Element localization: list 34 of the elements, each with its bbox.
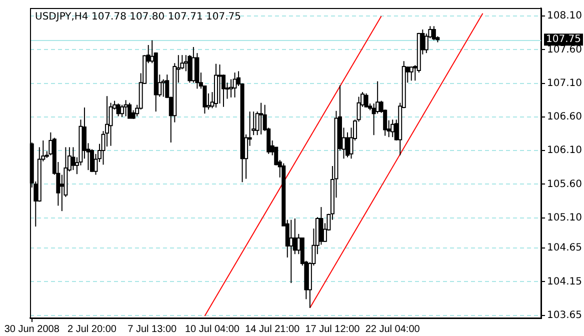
candlestick [116, 102, 120, 117]
candlestick [390, 119, 395, 138]
x-tick-label: 10 Jul 04:00 [184, 324, 240, 335]
candlestick [120, 104, 124, 118]
y-tick-label: 104.15 [547, 276, 582, 288]
y-tick-label: 105.60 [547, 178, 582, 190]
ref-line-label: 107.75 [546, 34, 582, 46]
y-tick-label: 108.10 [547, 10, 582, 22]
candlestick [409, 66, 414, 82]
candlestick [124, 100, 128, 117]
x-tick-label: 30 Jun 2008 [4, 324, 60, 335]
y-tick-label: 103.65 [547, 310, 582, 321]
candlestick [128, 102, 132, 119]
x-tick-label: 14 Jul 21:00 [245, 324, 300, 335]
chart-title: USDJPY,H4 107.78 107.80 107.71 107.75 [35, 12, 241, 23]
x-tick-label: 7 Jul 13:00 [128, 324, 178, 335]
y-tick-label: 104.65 [547, 242, 582, 254]
candlestick [364, 92, 368, 108]
x-tick-label: 2 Jul 20:00 [68, 324, 117, 335]
y-tick-label: 107.60 [547, 44, 582, 56]
candlestick [346, 132, 350, 158]
candlestick [71, 146, 76, 171]
y-tick-label: 107.10 [547, 78, 582, 89]
candlestick [259, 102, 264, 135]
candlestick [218, 64, 222, 104]
x-tick-label: 22 Jul 04:00 [365, 324, 420, 335]
y-tick-label: 106.10 [547, 145, 582, 156]
y-tick-label: 106.60 [547, 112, 582, 123]
candlestick [432, 26, 436, 41]
y-tick-label: 105.10 [547, 212, 582, 224]
candlestick [289, 219, 294, 284]
candlestick [232, 72, 237, 98]
x-tick-label: 17 Jul 12:00 [305, 324, 360, 335]
candlestick [319, 206, 324, 246]
